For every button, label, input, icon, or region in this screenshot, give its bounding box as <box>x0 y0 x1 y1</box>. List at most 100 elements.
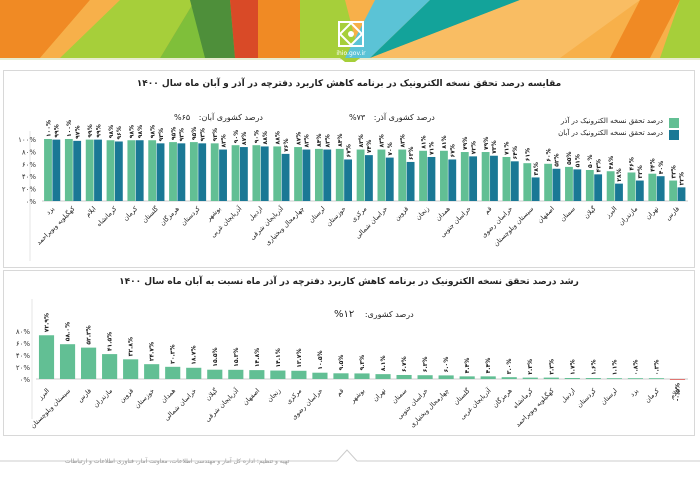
chart1-category-label: البرز <box>603 205 618 220</box>
chart1-data-label: ۸۸% <box>262 131 269 144</box>
chart1-data-label: ۸۸% <box>274 131 281 144</box>
chart2-data-label: ۶.۰% <box>443 357 450 373</box>
chart1-data-label: ۲۲% <box>679 172 686 185</box>
chart2-data-label: ۳۲.۸% <box>128 337 135 356</box>
chart1-data-label: ۸۳% <box>304 134 311 147</box>
chart1-data-label: ۹۳% <box>212 128 219 141</box>
chart1-category-label: چهارمحال وبختیاری <box>264 205 306 247</box>
chart2-category-label: هرمزگان <box>491 386 514 409</box>
chart1-data-label: ۹۰% <box>233 130 240 143</box>
chart1-bar-azar <box>85 139 94 201</box>
chart2-data-label: ۴.۴% <box>485 358 492 374</box>
chart1-data-label: ۸۳% <box>358 134 365 147</box>
chart1-y-tick: ۲۰% <box>22 186 37 194</box>
chart2-data-label: ۰.۳% <box>653 360 660 376</box>
chart1-bar-aban <box>656 176 665 201</box>
chart1-category-label: کرمان <box>122 204 140 222</box>
chart1-data-label: ۹۷% <box>74 126 81 139</box>
chart2-category-label: لرستان <box>599 387 619 407</box>
chart1-bar-azar <box>585 170 594 201</box>
chart2-y-tick: ۴۰% <box>16 352 31 360</box>
chart1-data-label: ۷۱% <box>504 142 511 155</box>
chart2-data-label: ۱۵.۳% <box>233 348 240 367</box>
chart2-bar <box>396 374 412 379</box>
chart2-category-label: اصفهان <box>241 387 261 407</box>
chart1-bar-aban <box>73 140 82 201</box>
chart2-data-label: ۰.۸% <box>632 360 639 376</box>
chart1-bar-aban <box>198 143 207 201</box>
footer-line <box>0 449 700 462</box>
chart1-data-label: ۴۴% <box>650 158 657 171</box>
chart1-data-label: ۹۹% <box>54 124 61 137</box>
chart1-category-label: قزوین <box>393 205 410 222</box>
chart2-data-label: ۶.۳% <box>422 357 429 373</box>
chart1-data-label: ۹۸% <box>149 125 156 138</box>
chart2-category-label: تهران <box>371 387 387 403</box>
chart1-bar-azar <box>502 156 511 201</box>
chart1-data-label: ۵۲% <box>554 153 561 166</box>
chart2-category-label: همدان <box>159 386 177 404</box>
chart1-category-label: کردستان <box>179 204 202 227</box>
chart1-data-label: ۴۸% <box>608 156 615 169</box>
chart2-data-label: ۶.۷% <box>401 356 408 372</box>
chart1-data-label: ۶۳% <box>408 147 415 160</box>
chart1-category-label: قم <box>483 205 494 216</box>
chart1-bar-azar <box>606 171 615 201</box>
chart1-data-label: ۴۶% <box>629 157 636 170</box>
chart2-data-label: ۱۸.۷% <box>191 345 198 364</box>
chart2-category-label: زنجان <box>265 387 282 404</box>
chart2-y-tick: ۰% <box>20 376 31 384</box>
chart1-data-label: ۳۳% <box>637 165 644 178</box>
chart2-bar <box>501 377 517 379</box>
chart1-bar-aban <box>427 156 436 201</box>
chart1-category-label: اردبیل <box>247 205 264 222</box>
chart1-y-tick: ۸۰% <box>22 148 37 156</box>
chart1-category-label: تهران <box>644 205 660 221</box>
comparison-panel: مقایسه درصد تحقق نسخه الکترونیک در برنام… <box>3 70 695 268</box>
chart1-data-label: ۹۵% <box>191 127 198 140</box>
chart1-bar-aban <box>260 146 269 201</box>
chart2-data-label: ۲۴.۷% <box>149 342 156 361</box>
chart1-data-label: ۵۰% <box>587 155 594 168</box>
logo: ihio.gov.ir <box>334 20 368 60</box>
chart2-bar <box>165 366 181 379</box>
chart1-bar-azar <box>210 143 219 201</box>
chart1-bar-aban <box>510 161 519 201</box>
chart2-data-label: ۱.۱% <box>611 360 618 376</box>
chart1-data-label: ۷۶% <box>283 139 290 152</box>
chart1-bar-azar <box>460 152 469 201</box>
chart2-category-label: کردستان <box>575 386 598 409</box>
chart2-data-label: ۳.۰% <box>506 359 513 375</box>
chart1-data-label: ۹۸% <box>108 125 115 138</box>
chart1-bar-azar <box>523 163 532 201</box>
chart1-bar-aban <box>239 147 248 201</box>
chart2-bar <box>522 377 538 379</box>
chart1-bar-azar <box>419 150 428 201</box>
chart2-svg: ۰% ۲۰% ۴۰% ۶۰% ۸۰% ۷۲.۹% البرز ۵۸.۰% سیستان وبلو… <box>16 299 688 430</box>
chart1-data-label: ۹۳% <box>199 128 206 141</box>
chart2-bar <box>270 370 286 379</box>
chart2-category-label: مازندران <box>92 387 114 409</box>
chart2-data-label: ۱۰.۵% <box>317 350 324 369</box>
chart1-bar-azar <box>127 140 136 201</box>
chart1-legend: درصد تحقق نسخه الکترونیک در آذر درصد تحق… <box>519 117 679 141</box>
national-azar-note: درصد کشوری آذر: ۷۳% <box>349 113 435 122</box>
national-growth-note: درصد کشوری: ۱۲% <box>334 309 414 320</box>
chart1-bar-aban <box>594 174 603 201</box>
chart1-bar-aban <box>52 139 61 201</box>
legend-item-azar: درصد تحقق نسخه الکترونیک در آذر <box>519 117 679 129</box>
chart1-bar-aban <box>135 140 144 201</box>
chart1-data-label: ۸۴% <box>337 134 344 147</box>
chart1-data-label: ۷۰% <box>387 142 394 155</box>
chart1-data-label: ۸۳% <box>324 134 331 147</box>
chart1-data-label: ۷۱% <box>429 142 436 155</box>
chart1-bar-azar <box>669 180 678 201</box>
logo-icon <box>338 21 364 47</box>
chart1-category-label: گیلان <box>582 204 598 220</box>
chart1-bar-aban <box>219 149 227 201</box>
chart2-bar <box>375 374 391 379</box>
chart2-y-tick: ۲۰% <box>16 364 31 372</box>
chart2-bar <box>312 372 328 379</box>
chart1-bar-azar <box>44 139 52 201</box>
